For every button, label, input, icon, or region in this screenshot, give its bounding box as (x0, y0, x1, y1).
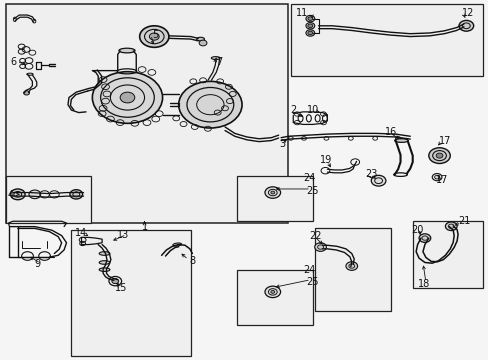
Bar (237, 270, 312, 325)
Text: 15: 15 (115, 283, 127, 293)
Circle shape (428, 148, 449, 163)
Text: 12: 12 (461, 8, 473, 18)
Text: 10: 10 (306, 105, 318, 115)
Circle shape (120, 92, 135, 103)
Circle shape (270, 291, 274, 293)
Text: 21: 21 (458, 216, 470, 226)
Circle shape (112, 279, 119, 284)
Circle shape (345, 262, 357, 270)
Text: 17: 17 (435, 175, 448, 185)
Text: 22: 22 (308, 231, 321, 240)
Circle shape (307, 17, 312, 21)
Circle shape (307, 31, 312, 35)
Text: 4: 4 (7, 190, 14, 201)
Ellipse shape (173, 243, 181, 246)
Bar (71, 230, 190, 356)
Circle shape (29, 190, 41, 199)
Circle shape (445, 222, 456, 230)
Circle shape (270, 191, 274, 194)
Text: 24: 24 (303, 173, 315, 183)
Circle shape (418, 234, 430, 242)
Bar (315, 228, 390, 311)
Circle shape (149, 33, 159, 40)
Circle shape (307, 24, 312, 28)
Bar (5, 4, 288, 223)
Text: 3: 3 (279, 139, 285, 149)
Text: 18: 18 (417, 279, 429, 289)
Text: 8: 8 (189, 256, 195, 266)
Text: 2: 2 (289, 105, 296, 115)
Text: 25: 25 (306, 277, 318, 287)
Text: 16: 16 (384, 127, 396, 136)
Ellipse shape (211, 57, 220, 59)
Circle shape (92, 72, 162, 123)
Bar (5, 176, 91, 223)
Text: 11: 11 (295, 8, 307, 18)
Bar (237, 176, 312, 221)
Circle shape (140, 26, 168, 47)
Ellipse shape (196, 37, 204, 41)
Circle shape (305, 30, 314, 36)
Circle shape (314, 243, 326, 251)
Text: 6: 6 (11, 57, 17, 67)
Circle shape (305, 23, 314, 29)
Circle shape (70, 190, 82, 199)
Text: 7: 7 (216, 57, 222, 67)
Ellipse shape (119, 48, 135, 53)
Ellipse shape (99, 261, 110, 264)
Circle shape (10, 189, 25, 200)
Circle shape (370, 175, 385, 186)
Circle shape (264, 286, 280, 298)
Circle shape (458, 21, 473, 31)
Text: 19: 19 (320, 155, 332, 165)
Circle shape (435, 153, 442, 158)
Circle shape (305, 15, 314, 22)
Text: 5: 5 (152, 30, 159, 40)
Text: 24: 24 (303, 265, 315, 275)
Ellipse shape (99, 252, 110, 255)
Circle shape (178, 81, 242, 128)
Ellipse shape (99, 268, 110, 271)
Text: 1: 1 (141, 222, 147, 231)
Bar (290, 4, 483, 76)
Ellipse shape (27, 73, 33, 75)
Text: 23: 23 (365, 168, 377, 179)
Text: 20: 20 (410, 225, 423, 235)
Circle shape (431, 174, 441, 181)
Text: 25: 25 (306, 186, 318, 196)
Ellipse shape (394, 139, 407, 142)
Text: 9: 9 (34, 259, 40, 269)
Text: 14: 14 (75, 228, 87, 238)
Circle shape (264, 187, 280, 198)
Bar (412, 221, 483, 288)
Circle shape (23, 91, 29, 95)
Text: 13: 13 (116, 230, 128, 239)
Circle shape (199, 40, 206, 46)
Text: 17: 17 (438, 136, 450, 145)
